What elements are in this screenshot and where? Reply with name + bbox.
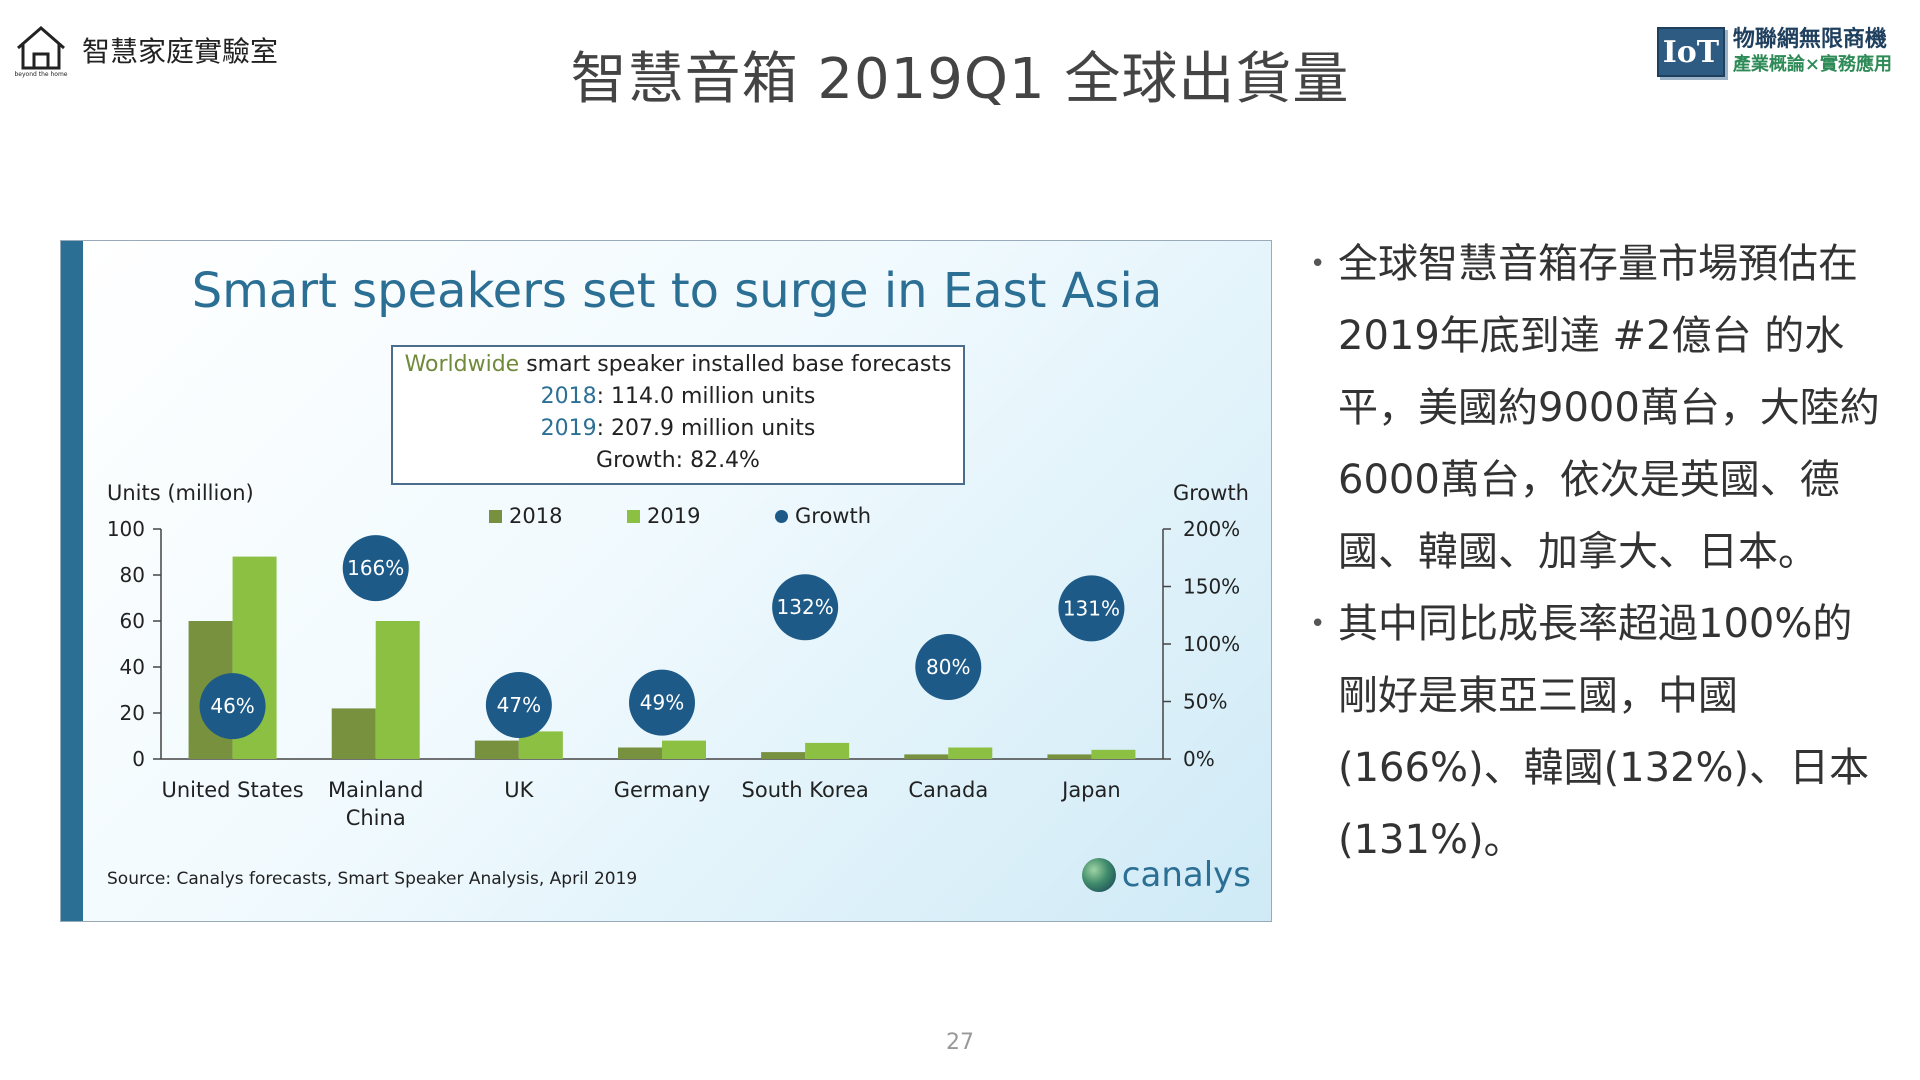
brand-tagline: beyond the home [14,71,67,78]
chart-source: Source: Canalys forecasts, Smart Speaker… [107,869,638,889]
bar-2018 [904,754,949,759]
growth-bubble [485,671,552,738]
y-tick-label: 80 [120,563,145,587]
y-axis-title: Units (million) [107,481,254,505]
x-tick-label: South Korea [742,778,869,802]
iot-badge: IoT [1656,27,1725,77]
bar-2019 [662,740,706,759]
bar-2018 [618,747,662,759]
legend-swatch-growth [775,509,788,523]
forecast-year-2018: 2018 [540,384,597,409]
slide-title: 智慧音箱 2019Q1 全球出貨量 [570,47,1350,112]
growth-label: 132% [777,595,834,619]
legend-swatch-2019 [627,509,640,523]
forecast-line3: : 207.9 million units [596,416,816,441]
growth-label: 131% [1063,596,1120,620]
bar-2019 [375,621,420,759]
legend-item-2018: 2018 [489,504,562,528]
x-tick-label: Japan [1060,778,1121,802]
legend-label-2018: 2018 [509,504,563,528]
legend-swatch-2018 [489,509,502,523]
growth-label: 47% [497,693,541,717]
bullet-list: 全球智慧音箱存量市場預估在2019年底到達 #2億台 的水平，美國約9000萬台… [1308,228,1888,876]
iot-logo: IoT 物聯網無限商機 產業概論×實務應用 [1656,26,1892,78]
growth-label: 80% [926,655,970,679]
bar-2018 [761,752,806,759]
legend-item-2019: 2019 [627,504,700,528]
forecast-box: Worldwide smart speaker installed base f… [391,345,965,485]
growth-bubble [342,535,409,602]
canalys-globe-icon [1081,858,1116,892]
growth-label: 46% [210,694,254,718]
bar-2019 [948,747,993,759]
y-tick-label: 60 [120,609,145,633]
legend-label-2019: 2019 [647,504,701,528]
page-number: 27 [946,1030,974,1055]
y-tick-label: 20 [120,701,145,725]
y2-tick-label: 50% [1183,690,1227,714]
y2-tick-label: 100% [1183,632,1240,656]
chart-title: Smart speakers set to surge in East Asia [191,263,1163,319]
growth-label: 49% [640,691,684,715]
x-tick-label: United States [161,778,303,802]
bar-2019 [1091,749,1136,759]
growth-bubble [915,634,982,700]
x-tick-label: Germany [614,778,711,802]
growth-bubble [199,673,266,740]
x-tick-label: China [346,806,406,830]
y2-tick-label: 0% [1183,747,1215,771]
y2-tick-label: 150% [1183,575,1240,599]
chart-plot: 0 20 40 60 80 100 0% 50% 100% 150% 200% United Stat… [107,517,1240,830]
y-tick-label: 0 [132,747,145,771]
iot-logo-line2: 產業概論×實務應用 [1732,54,1892,75]
y-tick-label: 40 [120,655,145,679]
forecast-year-2019: 2019 [540,416,597,441]
house-icon: beyond the home [14,26,68,78]
y-tick-label: 100 [107,517,145,541]
bar-2018 [474,740,519,759]
y2-tick-label: 200% [1183,517,1240,541]
iot-logo-line1: 物聯網無限商機 [1732,26,1887,52]
forecast-line1: smart speaker installed base forecasts [519,352,952,377]
forecast-growth: Growth: 82.4% [596,448,760,473]
bar-2018 [331,708,376,759]
growth-bubble [629,669,695,736]
growth-label: 166% [347,556,404,580]
brand-logo: beyond the home 智慧家庭實驗室 [12,22,278,78]
growth-bubble [1058,575,1125,642]
brand-name: 智慧家庭實驗室 [82,35,279,68]
x-tick-label: UK [504,778,534,802]
x-tick-label: Canada [908,778,988,802]
bar-2018 [1047,754,1092,759]
bullet-item: 全球智慧音箱存量市場預估在2019年底到達 #2億台 的水平，美國約9000萬台… [1308,228,1888,588]
legend-label-growth: Growth [795,504,872,528]
x-tick-label: Mainland [328,778,423,802]
growth-bubble [772,574,839,641]
y2-axis-title: Growth [1172,481,1249,505]
forecast-line2: : 114.0 million units [596,384,816,409]
panel-stripe [61,241,83,921]
forecast-worldwide: Worldwide [404,352,520,377]
chart-panel: Smart speakers set to surge in East Asia… [60,240,1272,922]
legend-item-growth: Growth [775,504,871,528]
bar-2019 [805,742,850,759]
canalys-logo: canalys [1081,855,1251,895]
bullet-item: 其中同比成長率超過100%的剛好是東亞三國，中國(166%)、韓國(132%)、… [1308,588,1888,876]
canalys-wordmark: canalys [1121,855,1251,895]
